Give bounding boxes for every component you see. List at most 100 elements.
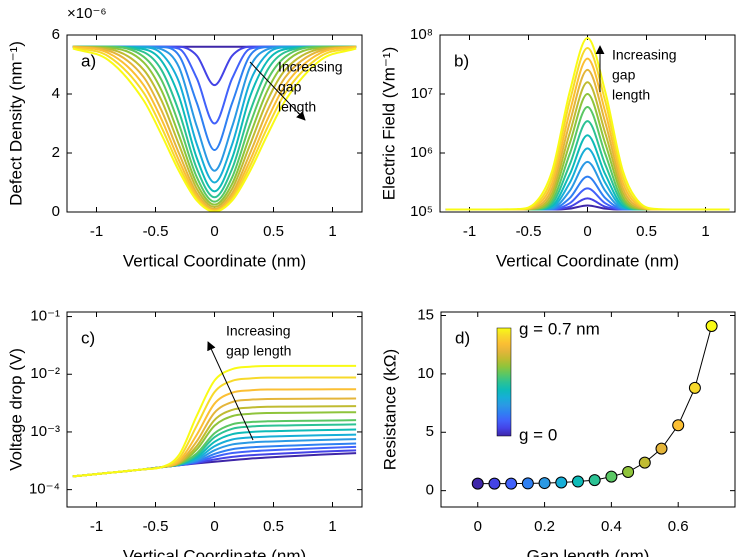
x-tick-label: 0: [583, 223, 591, 240]
data-point: [655, 442, 668, 455]
colorbar: [496, 327, 512, 437]
curve: [72, 45, 357, 184]
y-tick-label: 5: [426, 423, 434, 440]
data-point: [672, 419, 685, 432]
x-axis-label: Gap length (nm): [527, 546, 650, 557]
data-point: [471, 477, 484, 490]
x-tick-label: 0: [210, 223, 218, 240]
y-tick-label: 10⁻⁴: [29, 481, 60, 498]
axes-box: [439, 34, 736, 213]
y-tick-label: 0: [426, 482, 434, 499]
curve: [445, 36, 730, 211]
panel-label: c): [81, 328, 95, 347]
data-point: [571, 475, 584, 488]
x-tick-label: 1: [328, 518, 336, 535]
y-axis-label: Resistance (kΩ): [380, 349, 399, 470]
axes-box: [66, 311, 363, 508]
data-point: [588, 474, 601, 487]
x-axis-label: Vertical Coordinate (nm): [123, 251, 306, 270]
data-point: [505, 477, 518, 490]
y-tick-label: 10⁻³: [30, 423, 60, 440]
y-tick-label: 2: [52, 144, 60, 161]
x-axis-label: Vertical Coordinate (nm): [496, 251, 679, 270]
panel-label: b): [454, 51, 469, 70]
plot-area: [440, 35, 735, 212]
x-tick-label: -0.5: [516, 223, 542, 240]
x-tick-label: -1: [90, 518, 103, 535]
data-point: [555, 476, 568, 489]
data-point: [521, 477, 534, 490]
plot-content: [72, 364, 357, 478]
x-tick-label: 0.2: [534, 518, 555, 535]
annotation: Increasing: [278, 59, 343, 75]
data-point: [688, 381, 701, 394]
y-tick-label: 10: [417, 365, 434, 382]
y-tick-label: 10⁸: [410, 26, 433, 43]
curve: [72, 364, 357, 478]
x-tick-label: -0.5: [143, 223, 169, 240]
x-tick-label: 0.6: [668, 518, 689, 535]
annotation: gap length: [226, 343, 291, 359]
annotation-arrow: [249, 61, 306, 121]
plot-content: [445, 36, 730, 211]
panel: -1 -0.5 0 0.5 1 10⁻⁴ 10⁻³ 10⁻² 10⁻¹ Vertical Coor…: [6, 308, 363, 557]
panel: -1 -0.5 0 0.5 1 0 2 4 6 Vertical Coordinate (nm) D…: [6, 5, 363, 270]
x-tick-label: -1: [90, 223, 103, 240]
data-point: [638, 456, 651, 469]
plot-content: [471, 320, 718, 490]
y-axis-label: Defect Density (nm⁻¹): [6, 41, 25, 206]
annotation-arrow: [207, 341, 254, 441]
y-axis-label: Electric Field (Vm⁻¹): [379, 47, 398, 200]
data-point: [622, 465, 635, 478]
y-tick-label: 10⁵: [410, 203, 433, 220]
annotation: gap: [612, 67, 636, 83]
annotation: Increasing: [226, 323, 291, 339]
curve: [72, 45, 357, 193]
x-tick-label: -0.5: [143, 518, 169, 535]
panel: 0 0.2 0.4 0.6 0 5 10 15 Gap length (nm) Resistanc…: [380, 306, 736, 557]
x-tick-label: 1: [328, 223, 336, 240]
data-point: [488, 477, 501, 490]
y-tick-label: 10⁻²: [30, 365, 60, 382]
y-tick-label: 15: [417, 306, 434, 323]
plot-area: [67, 312, 362, 507]
curve: [72, 45, 357, 199]
annotation: gap: [278, 79, 302, 95]
y-tick-label: 4: [52, 85, 60, 102]
x-tick-label: 0.5: [263, 518, 284, 535]
x-tick-label: 1: [701, 223, 709, 240]
axes-box: [440, 311, 736, 508]
plot-area: [441, 312, 735, 507]
plot-content: [72, 45, 357, 212]
colorbar-label: g = 0: [519, 425, 557, 444]
x-tick-label: 0: [474, 518, 482, 535]
y-multiplier: ×10⁻⁶: [67, 5, 107, 22]
x-tick-label: 0.4: [601, 518, 622, 535]
curve: [72, 45, 357, 211]
annotation: length: [278, 99, 316, 115]
x-tick-label: 0.5: [263, 223, 284, 240]
x-tick-label: 0.5: [636, 223, 657, 240]
panel: -1 -0.5 0 0.5 1 10⁵ 10⁶ 10⁷ 10⁸ Vertical Coordina…: [379, 26, 736, 270]
y-tick-label: 6: [52, 26, 60, 43]
x-axis-label: Vertical Coordinate (nm): [123, 546, 306, 557]
annotation: Increasing: [612, 47, 677, 63]
colorbar-label: g = 0.7 nm: [519, 319, 600, 338]
curve: [72, 45, 357, 206]
y-tick-label: 10⁶: [410, 144, 433, 161]
data-point: [605, 470, 618, 483]
axes-box: [66, 34, 363, 213]
y-tick-label: 10⁻¹: [30, 308, 60, 325]
annotation: length: [612, 87, 650, 103]
x-tick-label: 0: [210, 518, 218, 535]
curve: [72, 45, 357, 208]
x-tick-label: -1: [463, 223, 476, 240]
panel-label: d): [455, 328, 470, 347]
y-tick-label: 0: [52, 203, 60, 220]
y-tick-label: 10⁷: [411, 85, 433, 102]
y-axis-label: Voltage drop (V): [6, 348, 25, 471]
data-point: [538, 477, 551, 490]
curve: [72, 45, 357, 203]
panel-label: a): [81, 51, 96, 70]
